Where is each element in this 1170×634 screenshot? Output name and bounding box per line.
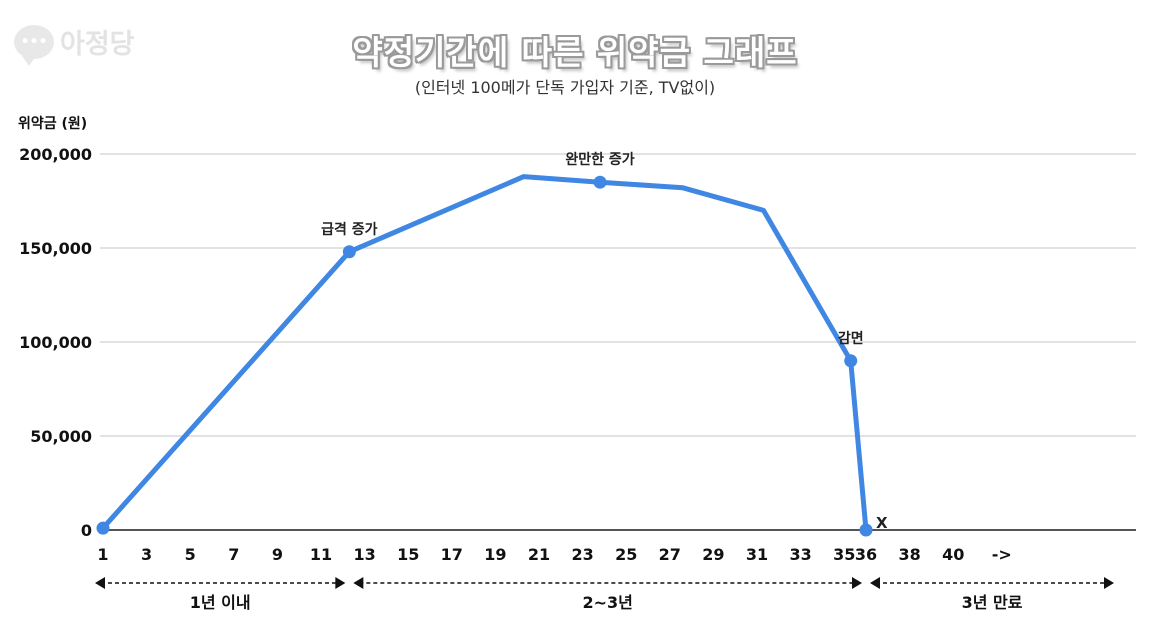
period-arrows: 1년 이내 2~3년 3년 만료 bbox=[95, 577, 1114, 612]
logo: ••• 아정당 bbox=[14, 22, 135, 66]
data-point bbox=[593, 175, 607, 189]
series-line bbox=[100, 174, 869, 533]
x-tick-label: 1 bbox=[97, 545, 108, 564]
x-tick-label: 35 bbox=[833, 545, 855, 564]
chat-bubble-icon: ••• bbox=[14, 24, 54, 66]
x-tick-label: 11 bbox=[310, 545, 332, 564]
x-tick-label: 19 bbox=[484, 545, 506, 564]
chart-title: 약정기간에 따른 위약금 그래프 bbox=[352, 33, 798, 72]
x-tick-label: 38 bbox=[898, 545, 920, 564]
x-tick-label: 15 bbox=[397, 545, 419, 564]
x-tick-label: 31 bbox=[746, 545, 768, 564]
x-tick-labels: 1 3 5 7 9 11 13 15 17 19 21 23 25 27 29 31 33 35 36 38 40 -> bbox=[97, 545, 1011, 564]
annotation-label: 감면 bbox=[838, 330, 864, 347]
x-tick-label: 40 bbox=[942, 545, 964, 564]
y-axis-label: 위약금 (원) bbox=[18, 115, 87, 132]
y-tick-labels: 0 50,000 100,000 150,000 200,000 bbox=[19, 145, 92, 540]
arrow-head-left-icon bbox=[353, 577, 364, 589]
series-markers bbox=[96, 175, 873, 537]
annotation-label: X bbox=[876, 514, 888, 532]
x-tick-label: 7 bbox=[228, 545, 239, 564]
x-tick-label: 23 bbox=[571, 545, 593, 564]
x-tick-suffix: -> bbox=[992, 545, 1012, 564]
period-label: 1년 이내 bbox=[190, 593, 251, 612]
grid-lines bbox=[100, 153, 1136, 531]
arrow-head-right-icon bbox=[1104, 577, 1114, 589]
x-tick-label: 27 bbox=[659, 545, 681, 564]
arrow-head-right-icon bbox=[852, 577, 862, 589]
data-point bbox=[859, 523, 873, 537]
y-tick-label: 0 bbox=[81, 521, 92, 540]
x-tick-label: 36 bbox=[855, 545, 877, 564]
x-tick-label: 17 bbox=[441, 545, 463, 564]
y-tick-label: 100,000 bbox=[19, 333, 92, 352]
x-tick-label: 3 bbox=[141, 545, 152, 564]
annotation-label: 완만한 증가 bbox=[565, 152, 634, 168]
logo-text: 아정당 bbox=[60, 29, 135, 60]
arrow-head-left-icon bbox=[95, 577, 105, 589]
x-tick-label: 9 bbox=[272, 545, 283, 564]
data-point bbox=[844, 354, 858, 368]
chart-subtitle: (인터넷 100메가 단독 가입자 기준, TV없이) bbox=[414, 78, 716, 97]
data-point bbox=[342, 245, 356, 259]
data-point bbox=[96, 521, 110, 535]
x-tick-label: 13 bbox=[353, 545, 375, 564]
period-label: 2~3년 bbox=[582, 593, 632, 612]
period-label: 3년 만료 bbox=[962, 593, 1023, 612]
y-tick-label: 150,000 bbox=[19, 239, 92, 258]
x-tick-label: 21 bbox=[528, 545, 550, 564]
annotation-label: 급격 증가 bbox=[321, 221, 378, 238]
x-tick-label: 5 bbox=[185, 545, 196, 564]
x-tick-label: 33 bbox=[789, 545, 811, 564]
arrow-head-left-icon bbox=[870, 577, 880, 589]
arrow-head-right-icon bbox=[335, 577, 346, 589]
series-line-path bbox=[100, 174, 869, 533]
y-tick-label: 50,000 bbox=[30, 427, 92, 446]
x-tick-label: 25 bbox=[615, 545, 637, 564]
y-tick-label: 200,000 bbox=[19, 145, 92, 164]
x-tick-label: 29 bbox=[702, 545, 724, 564]
